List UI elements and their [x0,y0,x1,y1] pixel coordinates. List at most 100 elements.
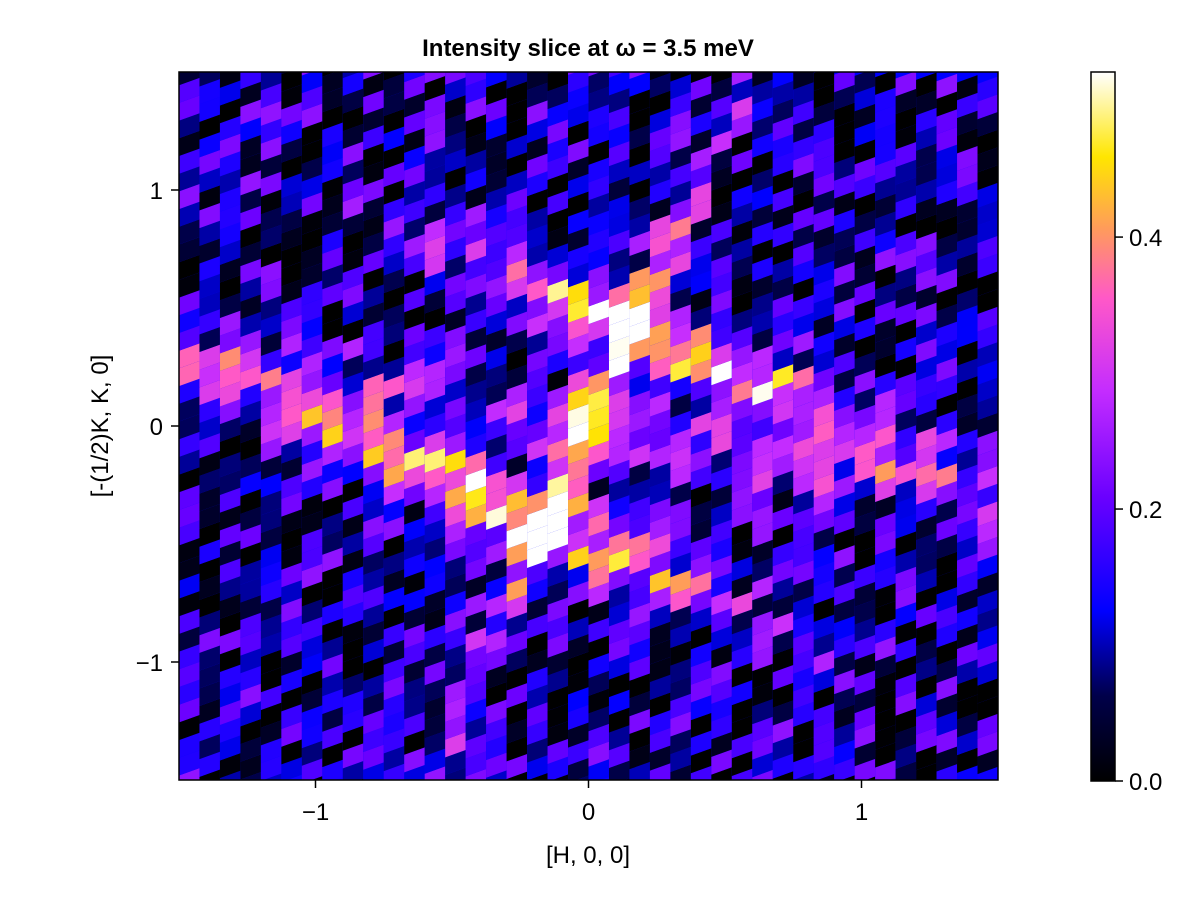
heatmap-cell [281,526,302,553]
heatmap-cell [301,156,323,182]
heatmap-cell [486,398,507,424]
heatmap-cell [670,91,691,118]
heatmap-cell [875,140,896,166]
heatmap-cell [568,545,589,571]
heatmap-cell [834,633,855,659]
heatmap-cell [670,322,691,348]
heatmap-cell [957,482,978,508]
heatmap-cell [690,323,712,349]
heatmap-cell [568,138,589,164]
heatmap-cell [322,688,343,714]
heatmap-cell [465,751,487,777]
heatmap-cell [813,419,835,445]
heatmap-cell [670,180,691,206]
heatmap-cell [240,400,261,426]
heatmap-cell [670,375,691,401]
heatmap-cell [179,148,200,174]
heatmap-cell [342,247,364,273]
heatmap-cell [916,302,937,328]
heatmap-cell [841,775,855,780]
heatmap-cell [690,234,712,260]
heatmap-cell [527,808,547,833]
heatmap-cell [834,173,855,199]
heatmap-cell [834,615,855,641]
heatmap-cell [281,367,302,393]
heatmap-cell [793,701,814,727]
heatmap-cell [916,320,937,346]
heatmap-cell [301,545,323,572]
heatmap-cell [957,535,978,561]
heatmap-cell [875,406,896,432]
heatmap-cell [711,395,732,421]
heatmap-cell [199,167,220,193]
heatmap-cell [506,99,528,125]
heatmap-cell [629,797,649,822]
heatmap-cell [179,821,199,846]
heatmap-cell [834,315,855,341]
heatmap-cell [506,240,528,266]
heatmap-cell [670,357,691,383]
heatmap-cell [281,102,302,128]
heatmap-cell [445,626,466,652]
heatmap-cell [424,72,446,84]
heatmap-cell [813,154,835,180]
heatmap-cell [404,800,424,825]
heatmap-cell [895,478,917,504]
heatmap-cell [322,653,343,679]
heatmap-cell [383,639,405,665]
heatmap-cell [732,786,752,811]
heatmap-cell [425,819,445,844]
heatmap-cell [731,72,753,86]
heatmap-cell [731,556,753,582]
heatmap-cell [301,333,323,359]
heatmap-cell [608,300,630,326]
heatmap-cell [383,533,405,559]
heatmap-cell [711,236,732,262]
heatmap-cell [445,714,466,740]
heatmap-cell [260,189,282,215]
heatmap-cell [240,81,261,107]
heatmap-cell [260,295,282,321]
heatmap-cell [466,804,486,829]
heatmap-cell [834,332,855,358]
heatmap-cell [301,422,323,448]
heatmap-cell [649,249,671,276]
heatmap-cell [322,211,343,237]
heatmap-cell [527,578,548,604]
heatmap-cell [793,648,814,674]
heatmap-cell [813,366,835,392]
heatmap-cell [445,785,465,810]
heatmap-cell [670,109,691,135]
heatmap-cell [363,390,384,416]
heatmap-cell [240,170,261,196]
heatmap-cell [957,446,978,472]
heatmap-cell [199,680,220,707]
heatmap-cell [322,299,343,325]
heatmap-cell [608,689,630,715]
heatmap-cell [732,804,752,829]
colorbar-tick-label: 0.0 [1129,769,1162,796]
heatmap-cell [281,243,302,269]
heatmap-cell [527,560,548,586]
heatmap-cell [936,480,958,507]
heatmap-cell [690,642,712,668]
heatmap-cell [834,421,855,447]
heatmap-cell [649,550,671,576]
heatmap-cell [179,502,200,528]
heatmap-cell [793,737,814,763]
heatmap-cell [608,335,630,361]
heatmap-cell [711,218,732,244]
heatmap-cell [383,144,405,170]
heatmap-cell [240,790,260,815]
heatmap-cell [240,559,261,585]
heatmap-cell [711,430,732,457]
heatmap-cell [281,456,302,482]
heatmap-cell [690,535,712,561]
heatmap-cell [875,547,896,573]
heatmap-cell [322,582,343,608]
heatmap-cell [301,209,323,235]
heatmap-cell [690,411,712,437]
heatmap-cell [936,268,958,294]
heatmap-cell [731,131,753,157]
heatmap-cell [608,388,630,414]
